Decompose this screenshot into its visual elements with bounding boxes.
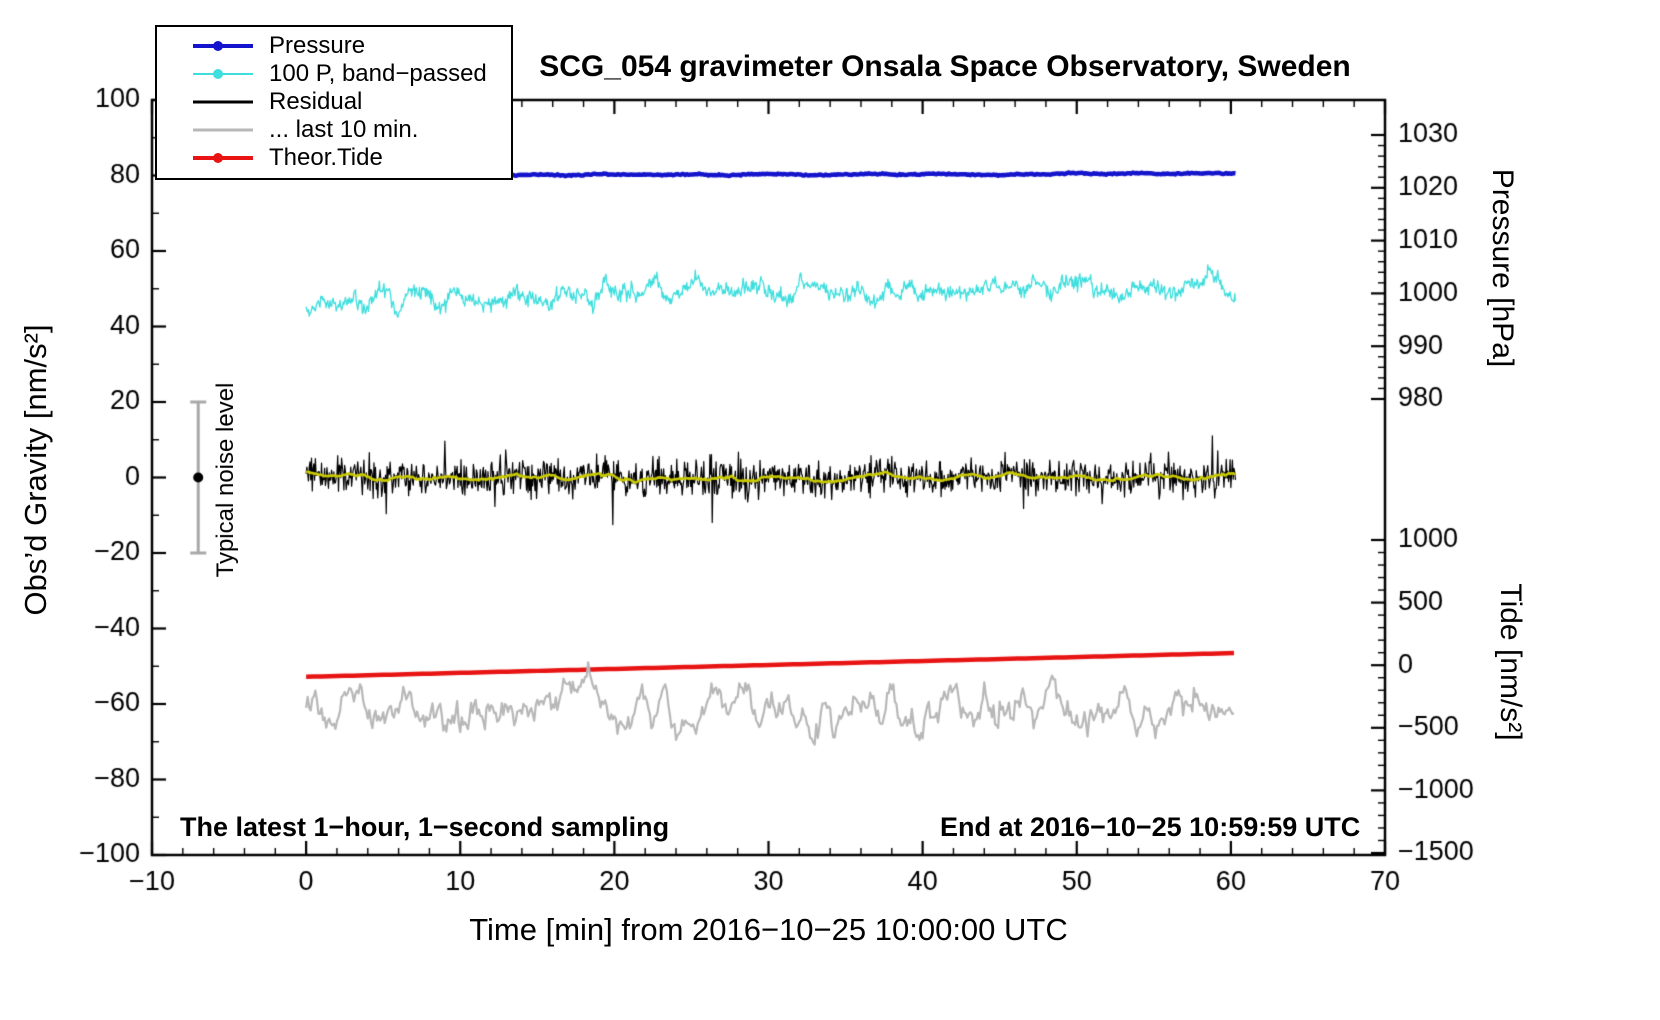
gravity-axis-label: Obs’d Gravity [nm/s²] — [18, 324, 53, 616]
sampling-note: The latest 1−hour, 1−second sampling — [180, 812, 670, 842]
legend-item-bandpassed: 100 P, band−passed — [157, 60, 511, 88]
theortide-line-marker-icon — [157, 144, 261, 172]
x-axis-label: Time [min] from 2016−10−25 10:00:00 UTC — [469, 912, 1068, 947]
legend-box: Pressure 100 P, band−passed Residual ...… — [155, 25, 513, 180]
legend-label: Theor.Tide — [269, 144, 383, 171]
bandpassed-line-marker-icon — [157, 60, 261, 88]
end-time-note: End at 2016−10−25 10:59:59 UTC — [940, 812, 1361, 842]
legend-item-residual: Residual — [157, 88, 511, 116]
legend-label: ... last 10 min. — [269, 116, 419, 143]
pressure-line-marker-icon — [157, 32, 261, 60]
tide-axis-label: Tide [nm/s²] — [1494, 583, 1527, 741]
legend-item-pressure: Pressure — [157, 32, 511, 60]
chart-title: SCG_054 gravimeter Onsala Space Observat… — [539, 50, 1351, 83]
noise-level-label: Typical noise level — [212, 382, 239, 578]
last10min-line-marker-icon — [157, 116, 261, 144]
legend-item-last10min: ... last 10 min. — [157, 116, 511, 144]
legend-label: Residual — [269, 88, 363, 115]
pressure-axis-label: Pressure [hPa] — [1486, 168, 1519, 368]
legend-item-theortide: Theor.Tide — [157, 144, 511, 172]
residual-line-marker-icon — [157, 88, 261, 116]
legend-label: 100 P, band−passed — [269, 60, 487, 87]
legend-label: Pressure — [269, 32, 366, 59]
